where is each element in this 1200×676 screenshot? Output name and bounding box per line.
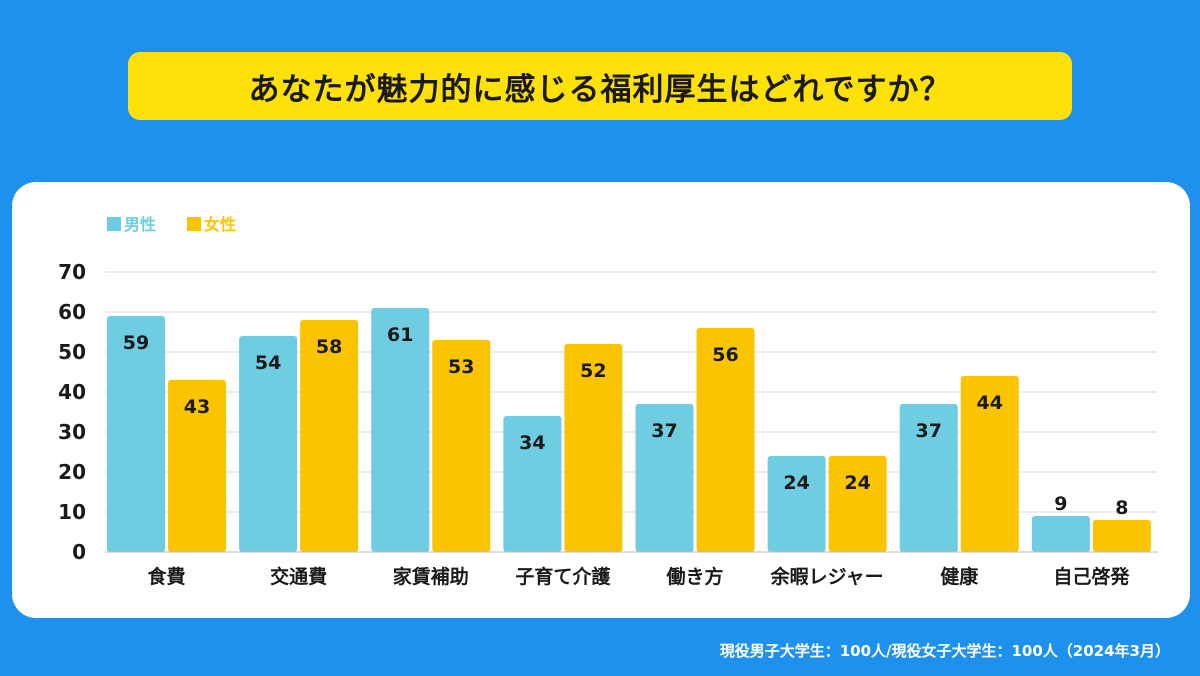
bar-male xyxy=(107,316,165,552)
bar-female xyxy=(564,344,623,552)
y-tick-label: 20 xyxy=(58,460,86,484)
data-label: 56 xyxy=(712,344,738,366)
data-label: 43 xyxy=(184,396,210,418)
data-label: 9 xyxy=(1054,493,1067,515)
data-label: 37 xyxy=(651,420,677,442)
bar-female xyxy=(432,340,491,552)
bar-male xyxy=(899,404,958,552)
y-tick-label: 40 xyxy=(58,380,86,404)
data-label: 54 xyxy=(255,352,281,374)
legend-label-0: 男性 xyxy=(124,215,156,234)
data-label: 53 xyxy=(448,356,474,378)
bar-female xyxy=(960,376,1019,552)
legend-swatch-1 xyxy=(187,217,201,231)
bar-male xyxy=(371,308,430,552)
bar-female xyxy=(300,320,359,552)
bar-male xyxy=(767,456,826,552)
bar-female xyxy=(828,456,887,552)
bar-male xyxy=(1031,516,1090,552)
y-tick-label: 50 xyxy=(58,340,86,364)
data-label: 59 xyxy=(123,332,149,354)
bar-male xyxy=(239,336,298,552)
y-tick-label: 70 xyxy=(58,260,86,284)
data-label: 24 xyxy=(783,472,809,494)
y-tick-label: 10 xyxy=(58,500,86,524)
x-tick-label: 自己啓発 xyxy=(1053,565,1130,588)
data-label: 34 xyxy=(519,432,545,454)
x-tick-label: 交通費 xyxy=(270,565,327,588)
data-label: 58 xyxy=(316,336,342,358)
data-label: 52 xyxy=(580,360,606,382)
x-tick-label: 余暇レジャー xyxy=(770,565,884,588)
bar-female xyxy=(168,380,226,552)
bar-female xyxy=(696,328,755,552)
data-label: 8 xyxy=(1115,497,1128,519)
y-tick-label: 60 xyxy=(58,300,86,324)
data-label: 61 xyxy=(387,324,413,346)
data-label: 24 xyxy=(844,472,870,494)
footnote: 現役男子大学生：100人/現役女子大学生：100人（2024年3月） xyxy=(719,642,1170,660)
data-label: 37 xyxy=(916,420,942,442)
x-tick-label: 健康 xyxy=(940,565,979,588)
y-tick-label: 0 xyxy=(72,540,86,564)
bar-female xyxy=(1092,520,1151,552)
legend-label-1: 女性 xyxy=(204,215,236,234)
x-tick-label: 家賃補助 xyxy=(393,565,469,588)
legend-swatch-0 xyxy=(107,217,121,231)
title-banner: あなたが魅力的に感じる福利厚生はどれですか？ xyxy=(128,52,1072,120)
x-tick-label: 子育て介護 xyxy=(515,565,611,588)
x-tick-label: 働き方 xyxy=(665,565,723,588)
x-tick-label: 食費 xyxy=(147,565,185,588)
chart-title: あなたが魅力的に感じる福利厚生はどれですか？ xyxy=(248,71,952,108)
y-tick-label: 30 xyxy=(58,420,86,444)
bar-male xyxy=(635,404,694,552)
bar-male xyxy=(503,416,562,552)
data-label: 44 xyxy=(977,392,1003,414)
